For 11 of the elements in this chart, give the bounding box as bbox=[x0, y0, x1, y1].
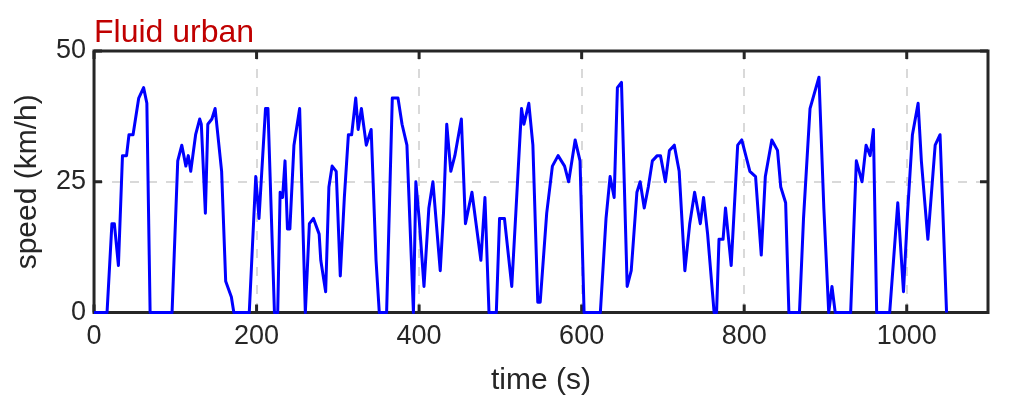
x-tick-label: 800 bbox=[721, 320, 767, 351]
y-axis-title: speed (km/h) bbox=[9, 94, 43, 270]
y-tick-label: 0 bbox=[71, 296, 87, 327]
x-tick-label: 400 bbox=[396, 320, 442, 351]
x-tick-label: 600 bbox=[559, 320, 605, 351]
x-tick-label: 200 bbox=[234, 320, 280, 351]
chart-title: Fluid urban bbox=[94, 12, 255, 49]
y-tick-label: 25 bbox=[55, 165, 87, 196]
y-tick-label: 50 bbox=[55, 34, 87, 65]
x-tick-label: 1000 bbox=[876, 320, 937, 351]
x-axis-title: time (s) bbox=[491, 362, 592, 396]
